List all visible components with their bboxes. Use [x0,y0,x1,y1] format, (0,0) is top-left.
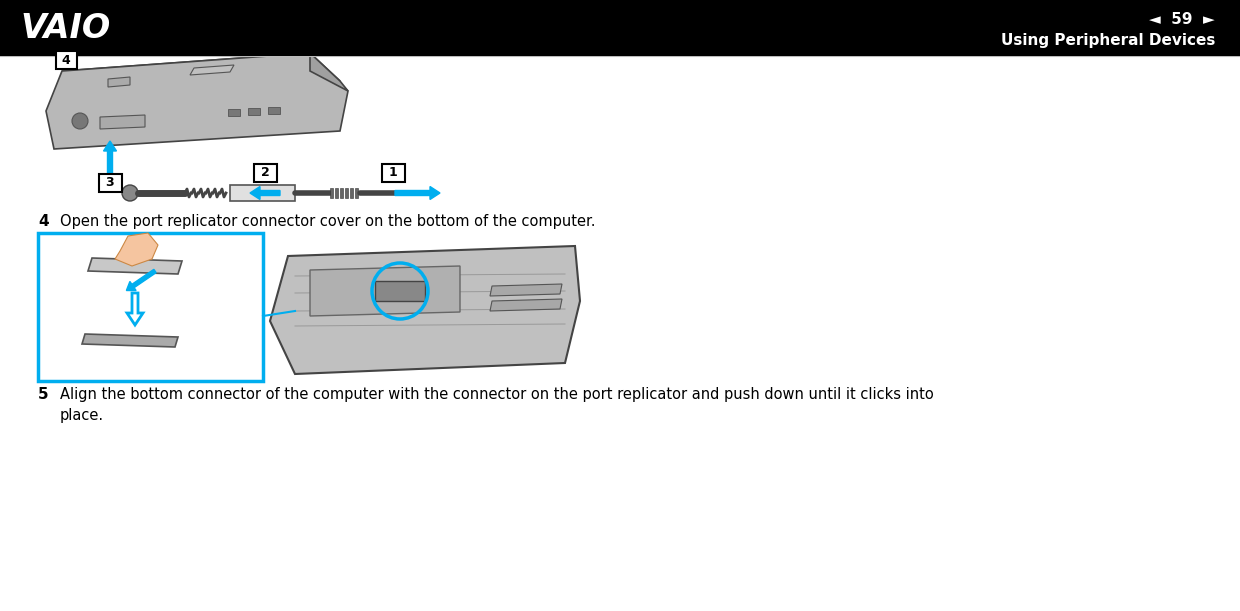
Bar [340,188,343,198]
Text: ◄  59  ►: ◄ 59 ► [1149,12,1215,27]
Polygon shape [115,233,157,266]
Polygon shape [229,185,295,201]
FancyBboxPatch shape [98,174,122,191]
Polygon shape [490,299,562,311]
FancyBboxPatch shape [56,51,77,68]
FancyArrow shape [103,141,117,173]
Polygon shape [490,284,562,296]
Bar [355,188,358,198]
Bar [374,281,425,301]
Text: VAIO: VAIO [20,12,110,45]
Text: 3: 3 [105,177,114,189]
FancyBboxPatch shape [38,233,263,381]
Bar [248,108,260,115]
Text: Align the bottom connector of the computer with the connector on the port replic: Align the bottom connector of the comput… [60,387,934,423]
Polygon shape [108,77,130,87]
FancyArrow shape [126,293,143,325]
Text: 2: 2 [260,167,269,180]
Circle shape [72,113,88,129]
Polygon shape [190,65,234,75]
Polygon shape [310,53,348,91]
Polygon shape [46,53,348,149]
Polygon shape [310,266,460,316]
Bar [0,0,1240,56]
Polygon shape [82,334,179,347]
Polygon shape [88,258,182,274]
Text: 4: 4 [38,214,48,229]
Circle shape [122,185,138,201]
FancyBboxPatch shape [382,164,404,181]
Bar [268,107,280,114]
FancyArrow shape [250,186,280,200]
FancyBboxPatch shape [253,164,277,181]
Polygon shape [62,53,340,99]
Text: 1: 1 [388,167,397,180]
Text: 4: 4 [62,54,71,67]
Text: Open the port replicator connector cover on the bottom of the computer.: Open the port replicator connector cover… [60,214,595,229]
Bar [330,188,334,198]
Polygon shape [270,246,580,374]
Bar [335,188,339,198]
Text: 5: 5 [38,387,48,402]
Bar [228,109,241,116]
FancyArrow shape [126,269,156,291]
Polygon shape [100,115,145,129]
Bar [345,188,348,198]
Bar [350,188,353,198]
FancyArrow shape [396,186,440,200]
Text: Using Peripheral Devices: Using Peripheral Devices [1001,33,1215,48]
